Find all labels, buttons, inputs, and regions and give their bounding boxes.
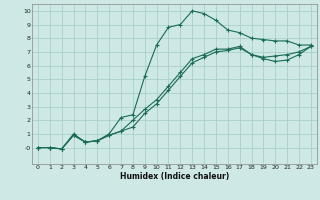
- X-axis label: Humidex (Indice chaleur): Humidex (Indice chaleur): [120, 172, 229, 181]
